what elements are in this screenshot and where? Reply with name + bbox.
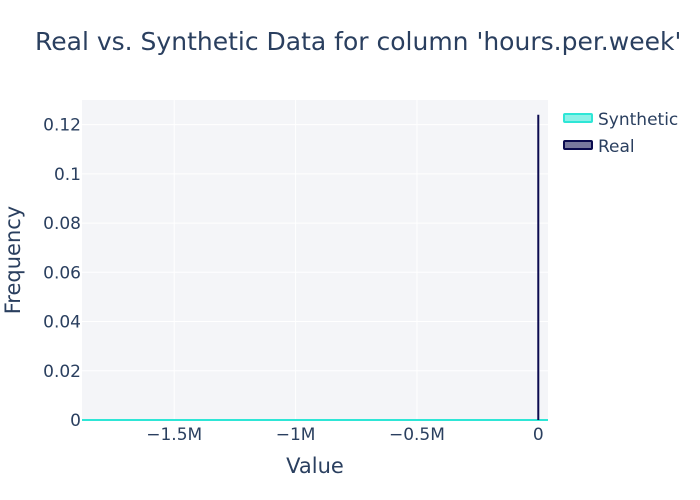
y-tick-label: 0.1 xyxy=(54,165,81,185)
legend-label-synthetic: Synthetic xyxy=(598,110,678,130)
legend-label-real: Real xyxy=(598,137,635,157)
legend-item-real[interactable]: Real xyxy=(563,137,635,157)
legend-item-synthetic[interactable]: Synthetic xyxy=(563,110,678,130)
y-axis-ticks: 0 0.02 0.04 0.06 0.08 0.1 0.12 xyxy=(43,116,81,431)
plot-area xyxy=(82,100,548,420)
legend-swatch-real xyxy=(563,140,593,150)
y-tick-label: 0 xyxy=(70,411,81,431)
legend-swatch-synthetic xyxy=(563,113,593,123)
chart-title: Real vs. Synthetic Data for column 'hour… xyxy=(35,27,681,56)
x-axis-title: Value xyxy=(286,454,344,478)
gridlines xyxy=(82,100,548,420)
y-tick-label: 0.06 xyxy=(43,263,81,283)
series-layer xyxy=(82,114,548,421)
x-tick-label: −0.5M xyxy=(389,425,445,445)
y-tick-label: 0.02 xyxy=(43,362,81,382)
y-axis-title: Frequency xyxy=(1,206,25,315)
x-axis-ticks: −1.5M −1M −0.5M 0 xyxy=(146,425,543,445)
y-tick-label: 0.04 xyxy=(43,313,81,333)
x-tick-label: 0 xyxy=(533,425,544,445)
x-tick-label: −1.5M xyxy=(146,425,202,445)
y-tick-label: 0.12 xyxy=(43,116,81,136)
y-tick-label: 0.08 xyxy=(43,214,81,234)
x-tick-label: −1M xyxy=(276,425,316,445)
legend: Synthetic Real xyxy=(563,110,678,157)
